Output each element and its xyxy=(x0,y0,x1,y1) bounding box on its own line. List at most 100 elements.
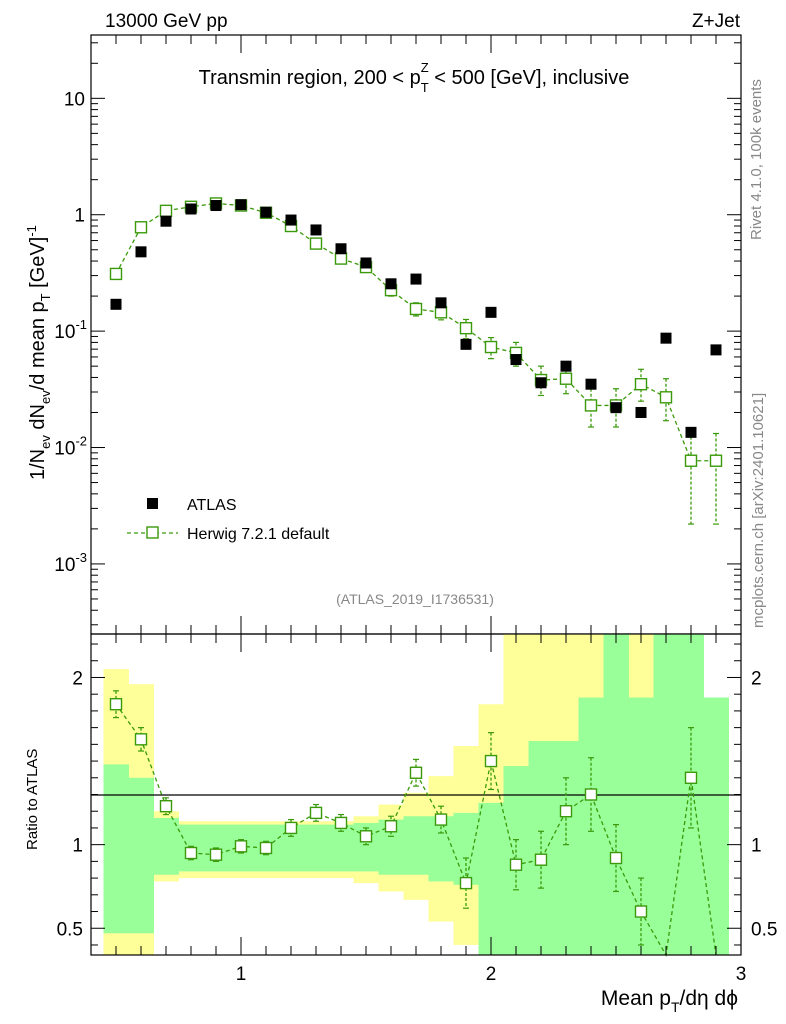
ratio-xtick-label: 1 xyxy=(236,964,247,985)
main-data-layer xyxy=(109,197,723,525)
ylabel-sub-t: T xyxy=(38,293,53,301)
ylabel-sup: -1 xyxy=(24,225,39,237)
ratio-band-inner xyxy=(328,824,354,872)
xlabel-sub-t: T xyxy=(671,999,680,1015)
ratio-ytick-label-right: 1 xyxy=(751,836,762,857)
ratio-mc-point xyxy=(384,820,398,833)
main-ylabel: 1/Nev dNev/d mean pT [GeV]-1 xyxy=(24,225,53,480)
mc-point xyxy=(584,399,598,412)
tick-base: 10 xyxy=(54,439,75,460)
ylabel-1n: 1/N xyxy=(27,449,49,480)
mc-point xyxy=(659,391,673,404)
ratio-mc-point xyxy=(609,851,623,865)
atlas-point xyxy=(485,306,497,318)
ratio-mc-point xyxy=(559,805,573,818)
atlas-point xyxy=(285,214,297,226)
ylabel-dmean: /d mean p xyxy=(27,301,49,390)
atlas-point xyxy=(460,338,472,350)
ylabel-sub-ev1: ev xyxy=(38,435,53,449)
ratio-xtick-label: 3 xyxy=(736,964,747,985)
mc-point xyxy=(684,454,698,467)
atlas-point xyxy=(335,243,347,255)
ratio-mc-point xyxy=(159,800,173,813)
xlabel-rest: /dη dϕ xyxy=(680,987,738,1010)
mc-point xyxy=(434,306,448,319)
ylabel-dn: dN xyxy=(27,404,49,435)
atlas-point xyxy=(235,199,247,211)
subtitle-part-1: Transmin region, 200 < p xyxy=(199,67,421,89)
tick-base: 10 xyxy=(54,322,75,343)
atlas-point xyxy=(160,215,172,227)
ratio-band-inner xyxy=(403,816,429,875)
ratio-band-inner xyxy=(428,816,454,882)
ratio-mc-point xyxy=(209,848,223,861)
ratio-band-inner xyxy=(453,812,479,885)
atlas-point xyxy=(610,402,622,414)
ratio-data-layer xyxy=(109,690,717,957)
atlas-point xyxy=(110,298,122,310)
mc-point xyxy=(634,377,648,391)
ratio-panel: 1 2 3 0.5 0.5 1 1 2 2 xyxy=(57,633,777,985)
atlas-point xyxy=(635,406,647,418)
mc-point xyxy=(334,252,348,265)
ratio-ytick-label-right: 2 xyxy=(751,668,762,689)
xlabel-mean: Mean p xyxy=(601,987,671,1010)
ratio-mc-point xyxy=(584,788,598,801)
ratio-mc-point xyxy=(684,771,698,784)
mc-line xyxy=(115,202,716,462)
atlas-point xyxy=(410,273,422,285)
tick-base: 10 xyxy=(54,555,75,576)
header-left: 13000 GeV pp xyxy=(105,11,228,32)
main-frame xyxy=(90,34,742,635)
mc-point xyxy=(459,321,473,335)
main-ytick-label: 10-2 xyxy=(54,434,87,460)
mc-point xyxy=(159,204,173,218)
ratio-axes: 1 2 3 0.5 0.5 1 1 2 2 xyxy=(57,634,777,985)
atlas-point xyxy=(135,246,147,258)
main-ytick-label: 10-1 xyxy=(54,317,87,343)
mc-point xyxy=(409,302,423,316)
atlas-point xyxy=(660,332,672,344)
ratio-ytick-label: 1 xyxy=(72,836,83,857)
ratio-ytick-label: 0.5 xyxy=(57,919,83,940)
ratio-mc-point xyxy=(534,853,548,866)
ratio-xtick-label: 2 xyxy=(486,964,497,985)
ratio-mc-point xyxy=(259,841,273,855)
atlas-point xyxy=(210,200,222,212)
ratio-band-inner xyxy=(303,824,329,872)
atlas-point xyxy=(535,377,547,389)
header-right: Z+Jet xyxy=(692,11,741,32)
ratio-mc-point xyxy=(484,754,498,768)
tick-exp: -1 xyxy=(75,317,87,332)
ratio-ylabel: Ratio to ATLAS xyxy=(24,749,41,850)
atlas-point xyxy=(710,344,722,356)
ratio-mc-point xyxy=(309,806,323,820)
atlas-point xyxy=(185,203,197,215)
subtitle-part-2: < 500 [GeV], inclusive xyxy=(429,67,630,89)
ratio-band-inner xyxy=(128,777,154,934)
mc-point xyxy=(484,340,498,354)
atlas-point xyxy=(385,278,397,290)
mc-point xyxy=(309,237,323,250)
legend: ATLAS Herwig 7.2.1 default xyxy=(127,497,330,543)
legend-mc-marker xyxy=(146,526,159,539)
ratio-mc-point xyxy=(184,846,198,860)
atlas-point xyxy=(560,360,572,372)
mc-point xyxy=(109,267,123,281)
ylabel-unit: [GeV] xyxy=(27,237,49,294)
ratio-mc-point xyxy=(434,813,448,826)
ratio-mc-point xyxy=(634,905,648,918)
ratio-xlabel: Mean pT/dη dϕ xyxy=(601,987,738,1015)
atlas-point xyxy=(310,224,322,236)
ratio-mc-point xyxy=(459,876,473,890)
main-ytick-label: 10-3 xyxy=(54,550,87,576)
legend-mc-label: Herwig 7.2.1 default xyxy=(187,526,330,543)
ratio-mc-point xyxy=(509,858,523,871)
ylabel-sub-ev2: ev xyxy=(38,390,53,404)
ratio-band-inner xyxy=(703,697,729,955)
main-ytick-label: 10 xyxy=(64,89,85,110)
tick-exp: -2 xyxy=(75,434,87,449)
ratio-frame xyxy=(90,633,742,956)
